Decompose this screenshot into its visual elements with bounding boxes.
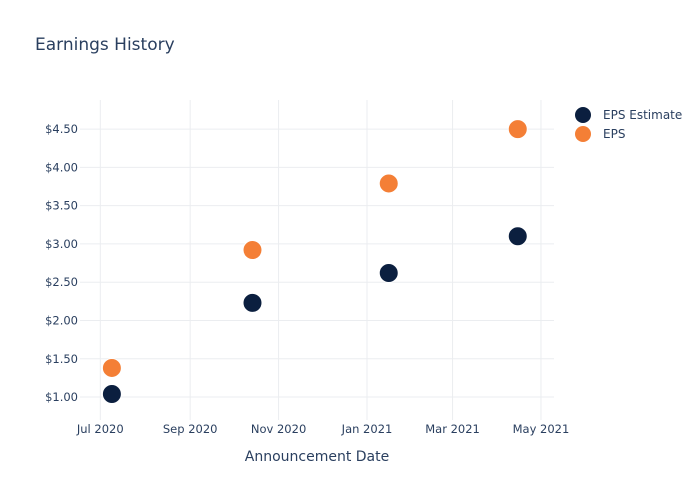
- eps-estimate-point[interactable]: [507, 226, 528, 247]
- eps-estimate-point[interactable]: [378, 263, 399, 284]
- x-tick-label: May 2021: [513, 422, 570, 436]
- y-tick-label: $2.50: [45, 275, 78, 289]
- eps-point[interactable]: [101, 357, 122, 378]
- chart-title: Earnings History: [35, 35, 175, 55]
- eps-point[interactable]: [378, 173, 399, 194]
- x-tick-label: Sep 2020: [163, 422, 218, 436]
- eps-estimate-point[interactable]: [242, 292, 263, 313]
- eps-point[interactable]: [242, 240, 263, 261]
- y-tick-label: $4.00: [45, 160, 78, 174]
- eps-estimate-point[interactable]: [101, 383, 122, 404]
- x-tick-label: Jan 2021: [341, 422, 393, 436]
- legend-marker: [575, 107, 591, 123]
- y-tick-label: $3.00: [45, 237, 78, 251]
- x-tick-label: Mar 2021: [425, 422, 480, 436]
- legend-item-eps-estimate[interactable]: EPS Estimate: [575, 107, 682, 123]
- legend-marker: [575, 126, 591, 142]
- legend-label: EPS Estimate: [603, 108, 682, 122]
- x-tick-label: Jul 2020: [76, 422, 124, 436]
- x-axis-ticks: Jul 2020 Sep 2020 Nov 2020 Jan 2021 Mar 2021…: [76, 422, 569, 436]
- eps-point[interactable]: [507, 119, 528, 140]
- legend-label: EPS: [603, 127, 625, 141]
- legend-item-eps[interactable]: EPS: [575, 126, 625, 142]
- data-points[interactable]: [101, 119, 528, 404]
- y-tick-label: $1.00: [45, 390, 78, 404]
- y-tick-label: $3.50: [45, 199, 78, 213]
- y-axis-ticks: $1.00 $1.50 $2.00 $2.50 $3.00 $3.50 $4.00 $4.50: [45, 122, 78, 404]
- y-tick-label: $1.50: [45, 352, 78, 366]
- y-tick-label: $2.00: [45, 313, 78, 327]
- grid: [80, 100, 554, 420]
- x-tick-label: Nov 2020: [251, 422, 306, 436]
- y-tick-label: $4.50: [45, 122, 78, 136]
- x-axis-title: Announcement Date: [245, 449, 389, 465]
- legend[interactable]: EPS Estimate EPS: [575, 107, 682, 142]
